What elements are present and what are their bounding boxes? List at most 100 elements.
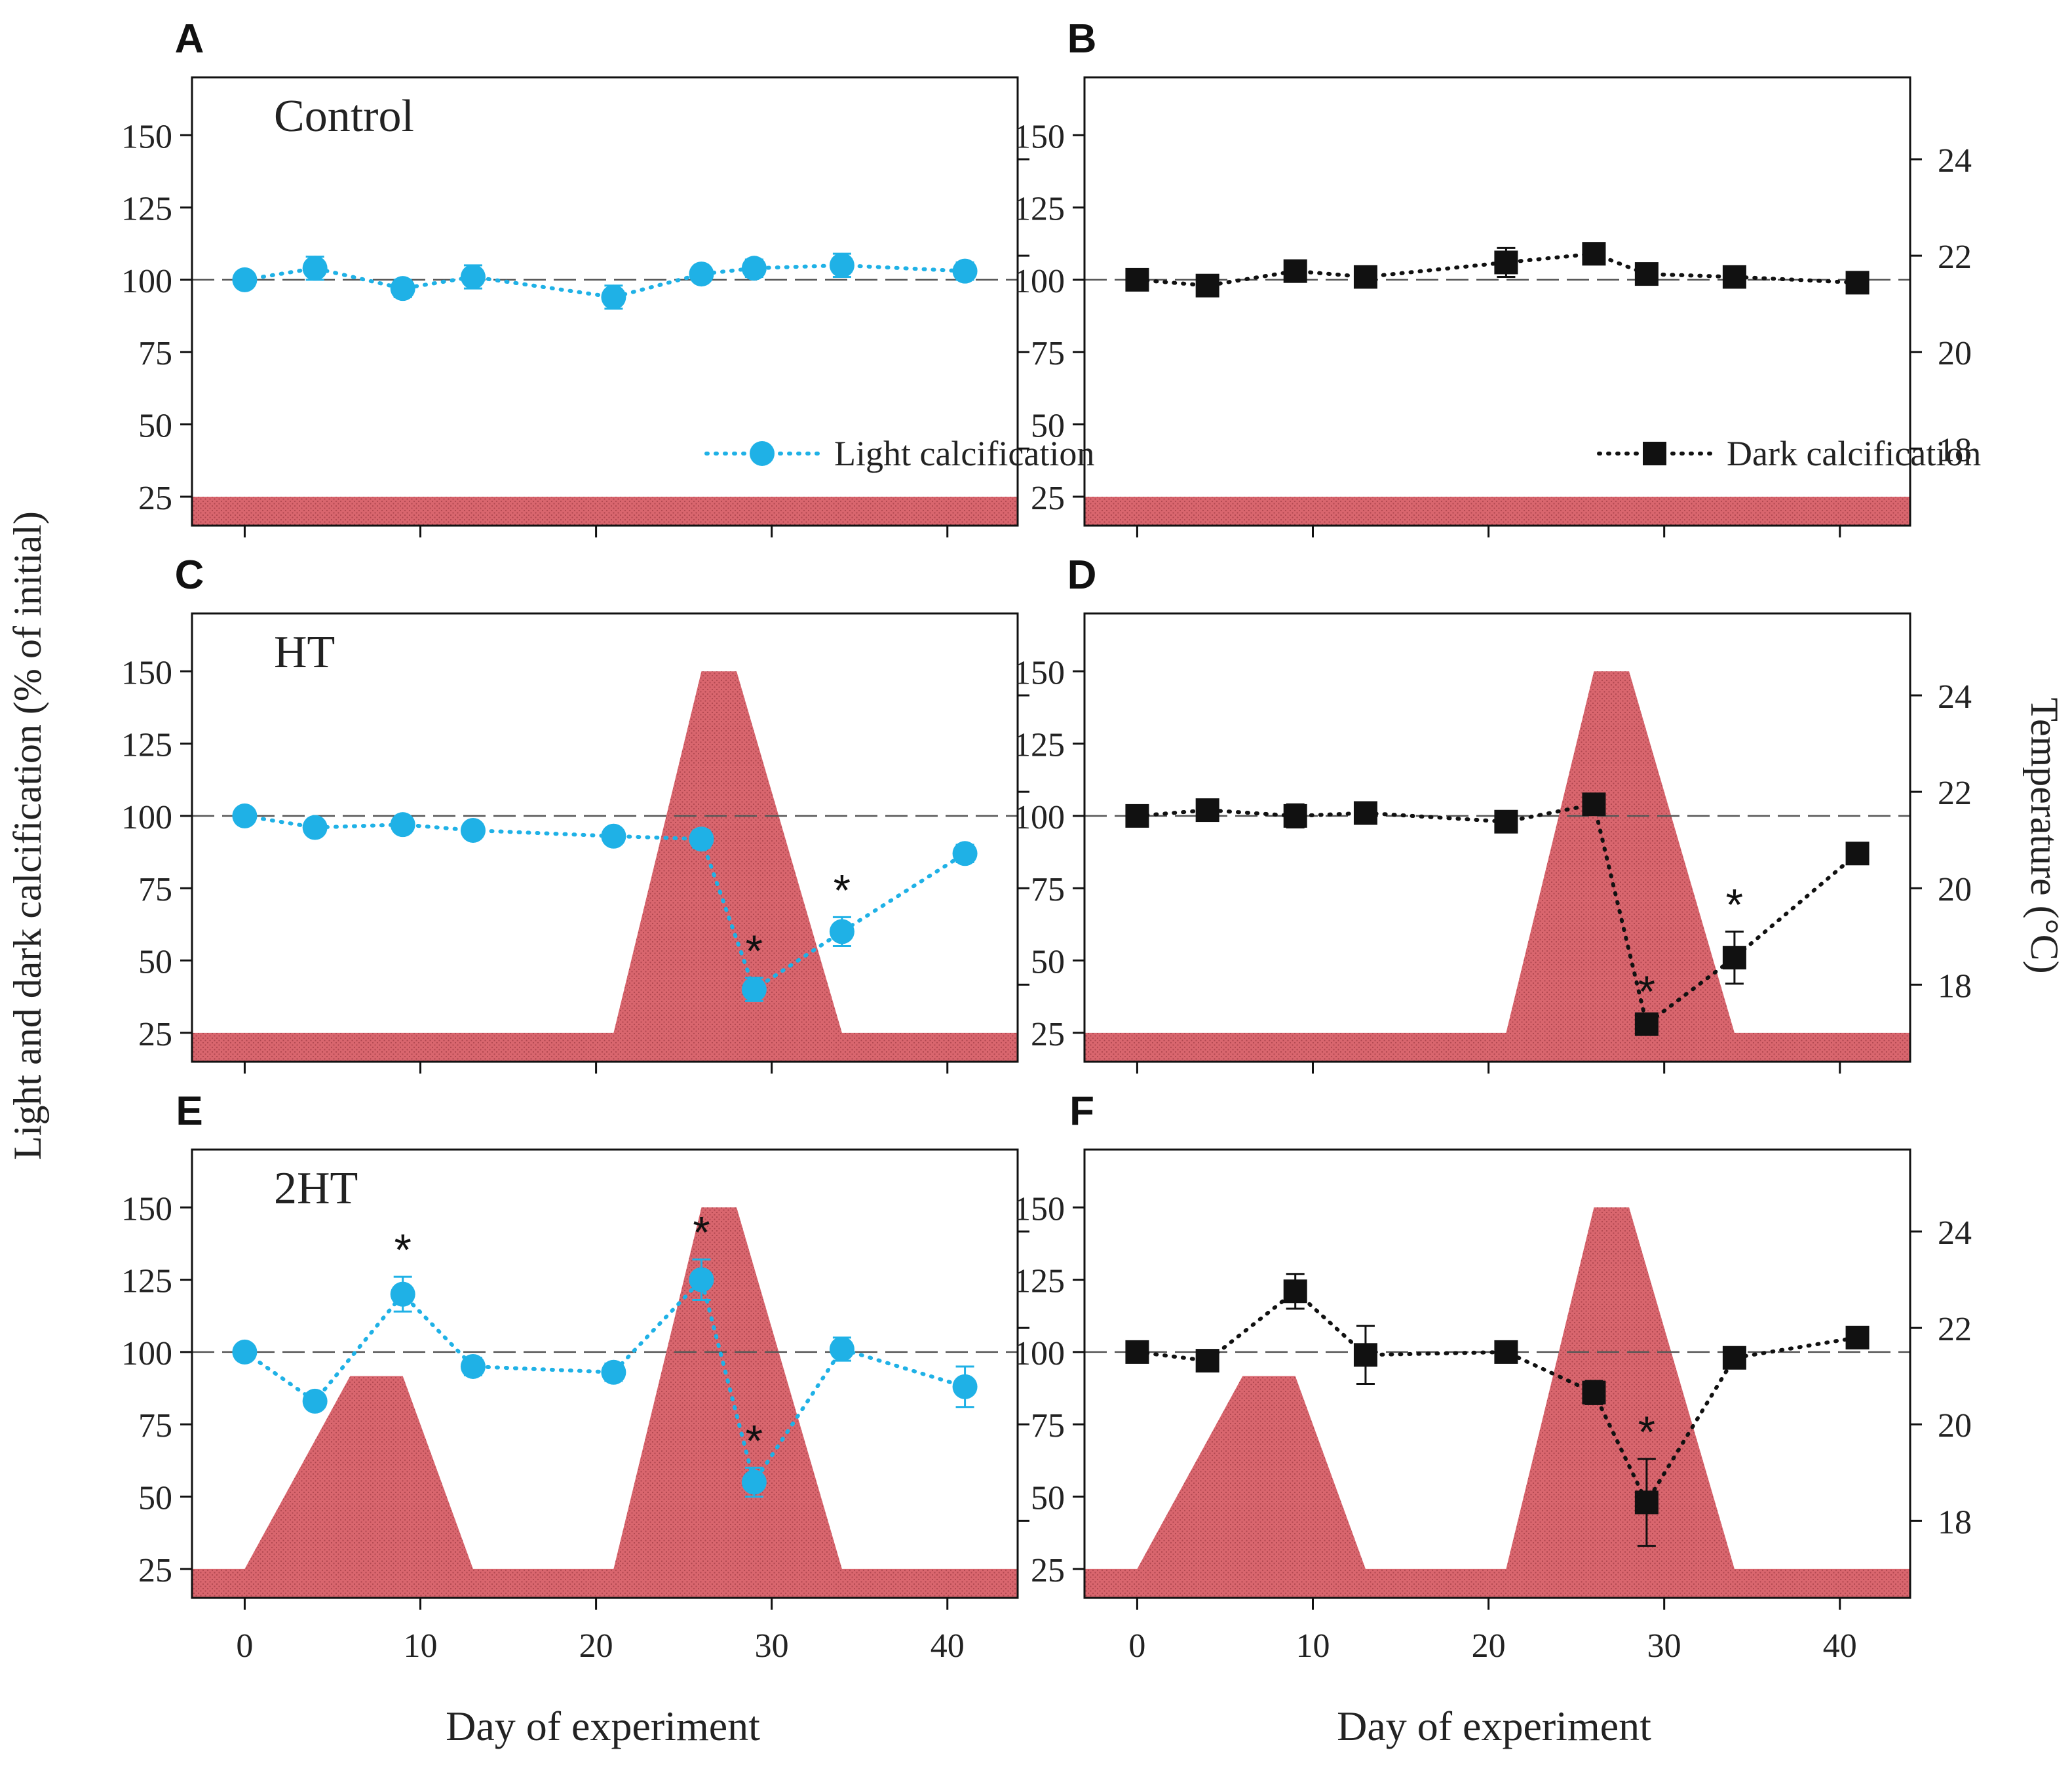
data-point bbox=[390, 276, 415, 301]
y-tick-label: 100 bbox=[1014, 1335, 1065, 1372]
temp-tick-label: 22 bbox=[1938, 1311, 1972, 1348]
data-point bbox=[952, 1374, 978, 1399]
data-point bbox=[741, 1469, 767, 1495]
series-line bbox=[242, 1275, 967, 1487]
data-point bbox=[302, 815, 328, 840]
data-point bbox=[1353, 265, 1377, 289]
data-point bbox=[460, 264, 486, 290]
data-point bbox=[829, 252, 854, 278]
data-point bbox=[1722, 265, 1746, 289]
legend-label: Dark calcification bbox=[1727, 434, 1981, 473]
temp-tick-label: 18 bbox=[1938, 1503, 1972, 1541]
y-tick-label: 100 bbox=[1014, 263, 1065, 300]
y-tick-label: 75 bbox=[138, 1407, 172, 1445]
data-point bbox=[601, 1359, 626, 1385]
x-tick-label: 20 bbox=[579, 1627, 613, 1665]
data-point bbox=[1494, 250, 1518, 275]
temperature-area-texture bbox=[1084, 496, 1910, 526]
data-point bbox=[1845, 1325, 1870, 1349]
temperature-area-texture bbox=[192, 671, 1018, 1062]
y-tick-label: 75 bbox=[138, 871, 172, 908]
data-point bbox=[829, 919, 854, 944]
temp-tick-label: 20 bbox=[1938, 335, 1972, 372]
y-tick-label: 25 bbox=[138, 480, 172, 517]
x-tick-label: 30 bbox=[1647, 1627, 1681, 1665]
data-point bbox=[302, 1388, 328, 1414]
data-point bbox=[1125, 1340, 1149, 1364]
y-tick-label: 50 bbox=[138, 408, 172, 445]
y-tick-label: 125 bbox=[1014, 1263, 1065, 1300]
data-point bbox=[460, 817, 486, 843]
y-tick-label: 125 bbox=[121, 1263, 172, 1300]
data-point bbox=[390, 812, 415, 838]
y-tick-label: 100 bbox=[121, 1335, 172, 1372]
panel-letter: F bbox=[1069, 1089, 1094, 1134]
data-point bbox=[1582, 792, 1606, 817]
plot-frame bbox=[191, 1148, 1019, 1599]
y-tick-label: 100 bbox=[1014, 799, 1065, 836]
y-tick-label: 150 bbox=[121, 1190, 172, 1228]
x-tick-label: 10 bbox=[1296, 1627, 1330, 1665]
data-point bbox=[689, 826, 714, 852]
significance-asterisk: * bbox=[1638, 1407, 1655, 1457]
data-point bbox=[689, 262, 714, 287]
x-tick-label: 40 bbox=[930, 1627, 965, 1665]
data-point bbox=[952, 258, 978, 284]
temperature-area bbox=[192, 671, 1018, 1062]
data-point bbox=[1722, 1346, 1746, 1370]
data-point bbox=[1582, 242, 1606, 266]
panel-a: A Control 25 50 75 100 125 150 Light calcificati… bbox=[121, 16, 1094, 537]
data-point bbox=[1634, 262, 1659, 286]
panel-letter: E bbox=[176, 1089, 202, 1134]
series-line bbox=[1135, 252, 1860, 288]
temperature-area-texture bbox=[192, 1207, 1018, 1598]
data-point bbox=[829, 1336, 854, 1362]
data-point bbox=[232, 267, 258, 292]
data-point bbox=[390, 1281, 415, 1307]
temperature-area-texture bbox=[192, 496, 1018, 526]
y-tick-label: 150 bbox=[1014, 118, 1065, 155]
legend-label: Light calcification bbox=[834, 434, 1094, 473]
significance-asterisk: * bbox=[1726, 880, 1743, 929]
panel-letter: C bbox=[175, 553, 204, 598]
plot-frame bbox=[1083, 612, 1911, 1063]
panel-title: Control bbox=[274, 91, 414, 142]
y-tick-label: 75 bbox=[1031, 335, 1065, 372]
data-point bbox=[741, 256, 767, 281]
data-point bbox=[741, 977, 767, 1002]
y-tick-label: 50 bbox=[138, 944, 172, 981]
temp-tick-label: 24 bbox=[1938, 678, 1972, 716]
data-point bbox=[1582, 1380, 1606, 1405]
data-point bbox=[1845, 842, 1870, 866]
plot-frame bbox=[191, 612, 1019, 1063]
data-point bbox=[1634, 1012, 1659, 1036]
data-point bbox=[1125, 267, 1149, 292]
y-axis-right-label: Temperature (°C) bbox=[2023, 697, 2066, 973]
y-tick-label: 25 bbox=[1031, 1552, 1065, 1589]
y-tick-label: 75 bbox=[1031, 1407, 1065, 1445]
series-line bbox=[242, 813, 967, 993]
panel-title: 2HT bbox=[274, 1163, 358, 1214]
significance-asterisk: * bbox=[1638, 967, 1655, 1017]
y-tick-label: 25 bbox=[138, 1552, 172, 1589]
data-point bbox=[601, 823, 626, 849]
y-tick-label: 75 bbox=[1031, 871, 1065, 908]
significance-asterisk: * bbox=[693, 1208, 710, 1258]
temp-tick-label: 20 bbox=[1938, 871, 1972, 908]
panel-title: HT bbox=[274, 627, 335, 678]
y-tick-label: 150 bbox=[1014, 654, 1065, 691]
y-tick-label: 100 bbox=[121, 799, 172, 836]
data-point bbox=[1195, 798, 1219, 823]
y-tick-label: 125 bbox=[121, 191, 172, 228]
panel-c: C HT 25 50 75 100 125 150 * * bbox=[121, 553, 1029, 1074]
significance-asterisk: * bbox=[746, 1416, 763, 1465]
panel-letter: B bbox=[1067, 16, 1097, 62]
y-tick-label: 125 bbox=[121, 727, 172, 764]
data-point bbox=[1283, 259, 1307, 283]
data-point bbox=[689, 1267, 714, 1292]
y-tick-label: 50 bbox=[1031, 408, 1065, 445]
y-tick-label: 100 bbox=[121, 263, 172, 300]
temp-tick-label: 20 bbox=[1938, 1407, 1972, 1445]
data-point bbox=[1353, 801, 1377, 825]
data-point bbox=[1195, 1349, 1219, 1373]
